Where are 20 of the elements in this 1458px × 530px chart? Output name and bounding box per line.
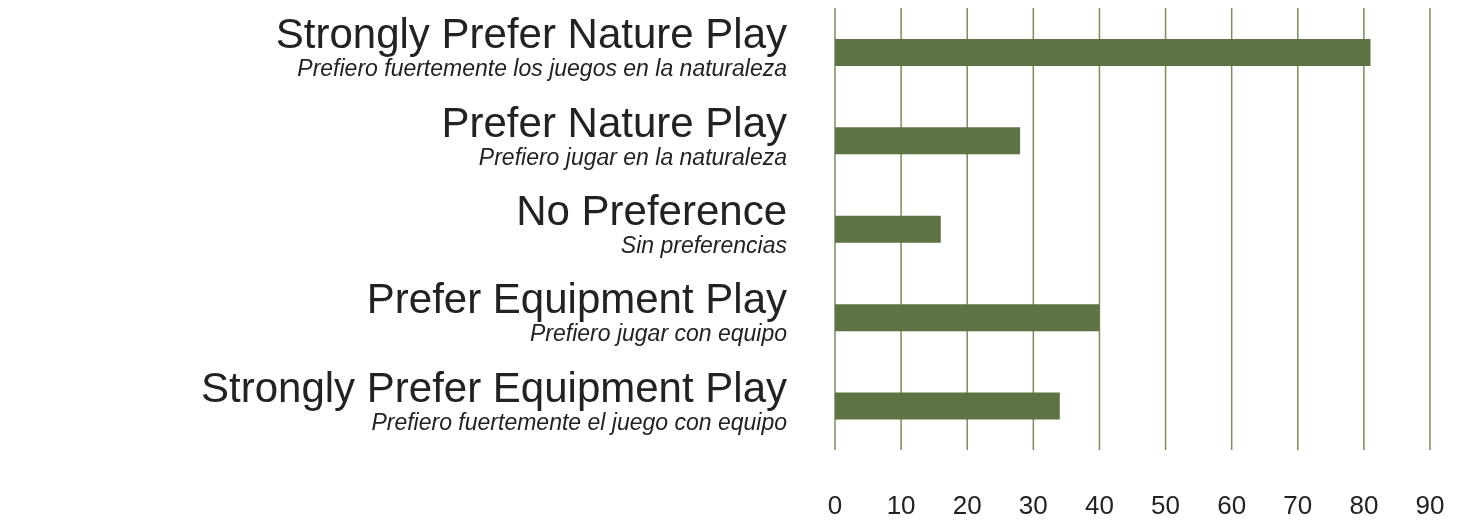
- x-tick-label: 20: [952, 490, 982, 521]
- x-tick-label: 0: [827, 490, 843, 521]
- y-tick-label: No Preference Sin preferencias: [516, 187, 788, 258]
- y-tick-label: Strongly Prefer Nature Play Prefiero fuertemente los juegos en la naturaleza: [275, 10, 787, 82]
- x-tick-label: 10: [886, 490, 916, 521]
- y-tick-label: Prefer Equipment Play Prefiero jugar con equipo: [366, 275, 788, 347]
- bar: [835, 127, 1021, 155]
- y-tick-label: Strongly Prefer Equipment Play Prefiero fuertemente el juego con equipo: [201, 363, 788, 435]
- y-tick-label: Prefer Nature Play Prefiero jugar en la naturaleza: [441, 98, 787, 170]
- x-tick-label: 30: [1018, 490, 1048, 521]
- bar: [835, 38, 1371, 66]
- bar: [835, 304, 1100, 332]
- bar: [835, 392, 1060, 420]
- x-tick-label: 70: [1283, 490, 1313, 521]
- x-tick-label: 40: [1084, 490, 1114, 521]
- bar: [835, 215, 941, 243]
- x-tick-label: 90: [1415, 490, 1445, 521]
- x-tick-label: 60: [1217, 490, 1247, 521]
- x-tick-label: 80: [1349, 490, 1379, 521]
- x-tick-label: 50: [1151, 490, 1181, 521]
